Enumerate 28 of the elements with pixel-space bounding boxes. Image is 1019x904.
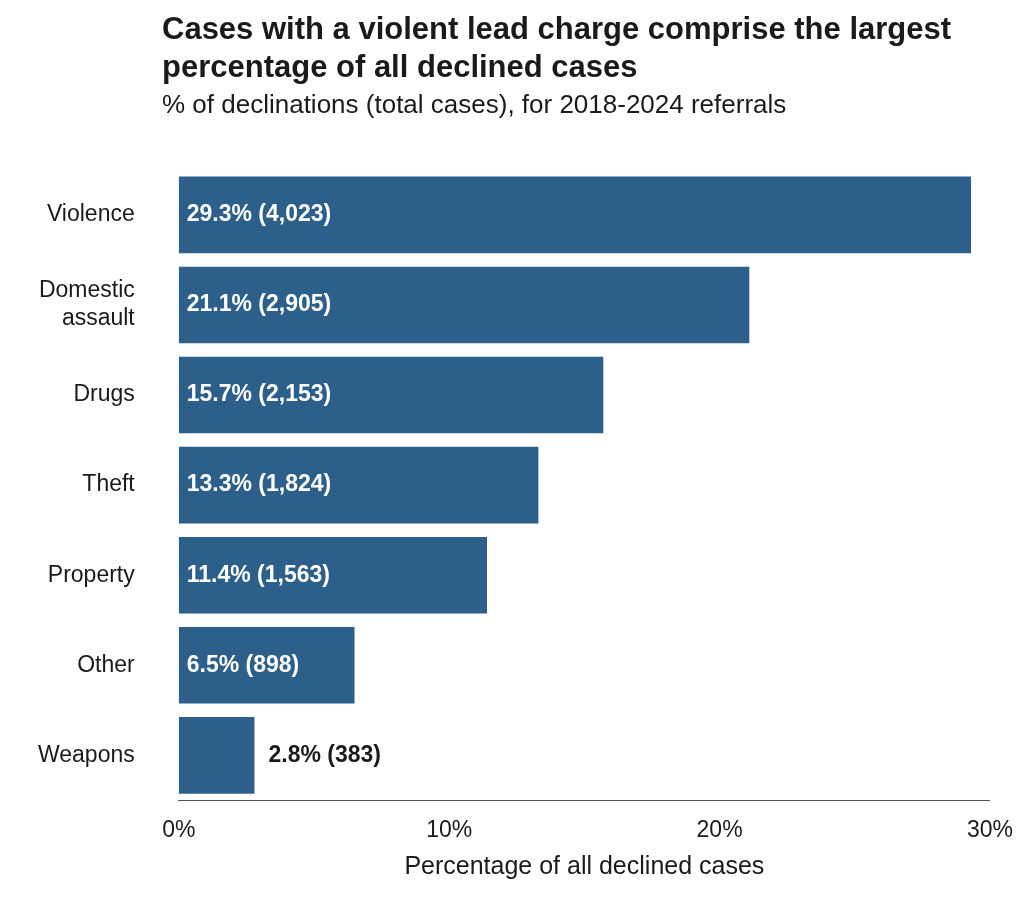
bar (178, 266, 750, 344)
bar (178, 176, 972, 254)
x-tick-label: 30% (966, 815, 1014, 842)
data-label: 11.4% (1,563) (186, 560, 330, 587)
y-tick-label: Theft (82, 470, 136, 497)
x-axis-title: Percentage of all declined cases (404, 850, 765, 879)
data-label: 21.1% (2,905) (186, 290, 332, 317)
data-label: 29.3% (4,023) (186, 200, 332, 227)
y-tick-label: Drugs (73, 380, 135, 407)
chart-title: Cases with a violent lead charge comprise the largest percentage of all declined cases (162, 10, 953, 86)
bar (178, 536, 488, 614)
bar (178, 626, 355, 704)
y-tick-label: Domestic assault (38, 276, 136, 331)
y-tick-label: Property (47, 560, 136, 587)
x-tick-label: 0% (162, 815, 196, 842)
chart-subtitle: % of declinations (total cases), for 2018-2024 referrals (162, 88, 788, 120)
bar (178, 717, 255, 794)
bar (178, 356, 604, 434)
data-label: 2.8% (383) (268, 740, 381, 767)
x-tick-label: 20% (696, 815, 743, 842)
data-label: 13.3% (1,824) (186, 470, 332, 497)
bar (178, 446, 539, 524)
y-tick-label: Other (77, 650, 136, 677)
data-label: 15.7% (2,153) (186, 380, 332, 407)
data-label: 6.5% (898) (186, 650, 300, 677)
y-tick-label: Violence (46, 200, 135, 227)
y-tick-label: Weapons (37, 740, 135, 767)
x-tick-label: 10% (426, 815, 473, 842)
